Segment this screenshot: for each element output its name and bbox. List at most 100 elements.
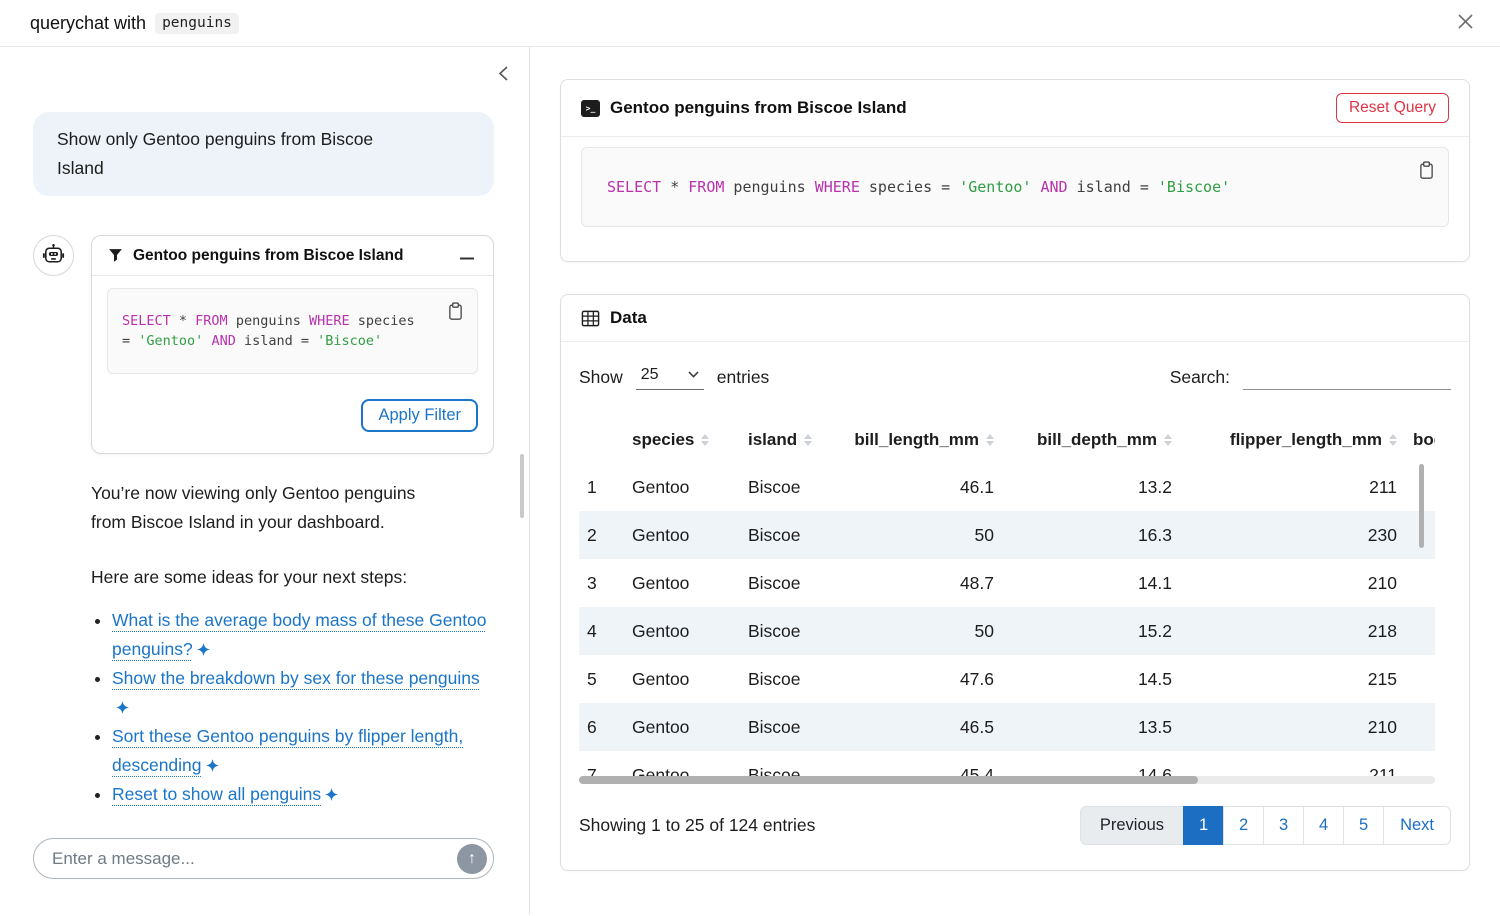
table-row: 2 Gentoo Biscoe 50 16.3 230	[579, 511, 1435, 559]
filter-card-header: Gentoo penguins from Biscoe Island	[92, 236, 493, 276]
show-label: Show	[579, 366, 623, 387]
table-cell: 230	[1367, 524, 1397, 545]
clipboard-icon	[449, 302, 462, 320]
table-viewport: species island bill_length_mm bill_depth_mm…	[579, 417, 1435, 786]
table-cell	[1405, 703, 1435, 751]
table-cell: Gentoo	[632, 572, 690, 593]
table-cell: Biscoe	[748, 524, 801, 545]
collapse-sidebar-button[interactable]	[495, 63, 511, 87]
title-bar: querychat with penguins	[0, 0, 1500, 47]
next-button[interactable]: Next	[1383, 806, 1451, 845]
suggestion-list: What is the average body mass of these G…	[91, 606, 494, 809]
query-card-body: SELECT * FROM penguins WHERE species = '…	[561, 137, 1469, 261]
bot-avatar	[33, 235, 74, 276]
column-header-body_mass_g[interactable]: body_mass_g	[1405, 417, 1435, 463]
table-cell: 6	[587, 716, 597, 737]
table-cell: Biscoe	[748, 716, 801, 737]
table-cell: 13.5	[1137, 716, 1172, 737]
table-cell	[1405, 655, 1435, 703]
search-label: Search:	[1169, 366, 1230, 387]
sort-icon	[804, 434, 813, 446]
sort-icon	[1164, 434, 1172, 446]
suggestion-item: What is the average body mass of these G…	[112, 606, 494, 664]
table-cell: 14.5	[1137, 668, 1172, 689]
column-header-island[interactable]: island	[740, 417, 842, 463]
chat-message-input[interactable]	[52, 848, 457, 869]
table-cell: Biscoe	[748, 668, 801, 689]
suggestion-link[interactable]: What is the average body mass of these G…	[112, 610, 487, 659]
user-message-text: Show only Gentoo penguins from Biscoe Is…	[57, 129, 374, 178]
bot-message: Gentoo penguins from Biscoe Island SELEC…	[33, 235, 494, 454]
suggestion-item: Sort these Gentoo penguins by flipper le…	[112, 722, 494, 780]
data-card-header: Data	[561, 295, 1469, 342]
clipboard-icon	[1420, 161, 1433, 179]
table-cell: 211	[1369, 476, 1397, 497]
chevron-down-icon	[688, 371, 699, 378]
chat-scrollbar[interactable]	[520, 454, 524, 518]
page-button-4[interactable]: 4	[1303, 806, 1345, 845]
bot-text-message: Here are some ideas for your next steps:	[91, 567, 408, 587]
suggestion-link[interactable]: Reset to show all penguins	[112, 784, 339, 804]
send-button[interactable]: ↑	[457, 843, 487, 874]
chevron-left-icon	[498, 66, 508, 81]
app-title: querychat with	[30, 12, 147, 33]
close-button[interactable]	[1453, 9, 1478, 37]
sql-code-block: SELECT * FROM penguins WHERE species = '…	[581, 147, 1449, 227]
table-cell: Biscoe	[748, 476, 801, 497]
entries-select[interactable]: 25	[635, 365, 704, 390]
query-card-header: >_ Gentoo penguins from Biscoe Island Re…	[561, 80, 1469, 137]
entries-select-value: 25	[640, 365, 659, 383]
table-footer: Showing 1 to 25 of 124 entries Previous 1…	[579, 806, 1451, 845]
query-card: >_ Gentoo penguins from Biscoe Island Re…	[560, 79, 1470, 262]
page-button-3[interactable]: 3	[1263, 806, 1305, 845]
column-header-bill_length_mm[interactable]: bill_length_mm	[842, 417, 1002, 463]
column-label: species	[632, 430, 695, 449]
search-input[interactable]	[1243, 364, 1451, 390]
table-info: Showing 1 to 25 of 124 entries	[579, 815, 816, 835]
table-cell: 218	[1367, 620, 1397, 641]
table-cell: 48.7	[959, 572, 994, 593]
data-card-body: Show 25 entries Search: species island bil…	[561, 342, 1469, 870]
previous-button[interactable]: Previous	[1079, 806, 1185, 845]
column-header-species[interactable]: species	[624, 417, 740, 463]
column-header-bill_depth_mm[interactable]: bill_depth_mm	[1002, 417, 1180, 463]
bot-text-message: You’re now viewing only Gentoo penguins …	[91, 483, 416, 532]
horizontal-scrollbar[interactable]	[579, 776, 1198, 784]
filter-card-title: Gentoo penguins from Biscoe Island	[133, 246, 404, 264]
table-cell	[1405, 559, 1435, 607]
column-label: bill_depth_mm	[1037, 430, 1157, 449]
column-label: island	[748, 430, 798, 449]
column-label: flipper_length_mm	[1229, 430, 1382, 449]
reset-query-button[interactable]: Reset Query	[1335, 93, 1449, 123]
column-label: bill_length_mm	[854, 430, 979, 449]
page-button-1[interactable]: 1	[1183, 806, 1225, 845]
robot-icon	[42, 244, 65, 263]
suggestion-link[interactable]: Show the breakdown by sex for these peng…	[112, 668, 480, 717]
collapse-card-button[interactable]	[457, 245, 477, 266]
sort-icon	[1389, 434, 1397, 446]
table-cell: Biscoe	[748, 572, 801, 593]
copy-button[interactable]	[1416, 158, 1437, 185]
table-cell: 7	[587, 764, 597, 785]
table-cell: 15.2	[1137, 620, 1172, 641]
filter-icon	[109, 249, 122, 262]
copy-button[interactable]	[445, 299, 466, 326]
sparkle-icon	[205, 759, 219, 772]
column-label: body_mass_g	[1413, 430, 1435, 449]
page-button-2[interactable]: 2	[1223, 806, 1265, 845]
table-cell: Gentoo	[632, 668, 690, 689]
suggestion-link[interactable]: Sort these Gentoo penguins by flipper le…	[112, 726, 464, 775]
column-header-flipper_length_mm[interactable]: flipper_length_mm	[1180, 417, 1405, 463]
terminal-icon: >_	[581, 99, 600, 117]
pagination: Previous 1 2 3 4 5 Next	[1079, 806, 1451, 845]
table-cell: 47.6	[959, 668, 994, 689]
suggestion-item: Reset to show all penguins	[112, 780, 494, 809]
table-row: 3 Gentoo Biscoe 48.7 14.1 210	[579, 559, 1435, 607]
vertical-scrollbar[interactable]	[1419, 464, 1424, 548]
page-button-5[interactable]: 5	[1343, 806, 1385, 845]
column-header-index	[579, 417, 624, 463]
sql-code: SELECT * FROM penguins WHERE species = 'G…	[122, 313, 415, 349]
table-row: 4 Gentoo Biscoe 50 15.2 218	[579, 607, 1435, 655]
arrow-up-icon: ↑	[468, 849, 476, 867]
apply-filter-button[interactable]: Apply Filter	[361, 399, 478, 432]
